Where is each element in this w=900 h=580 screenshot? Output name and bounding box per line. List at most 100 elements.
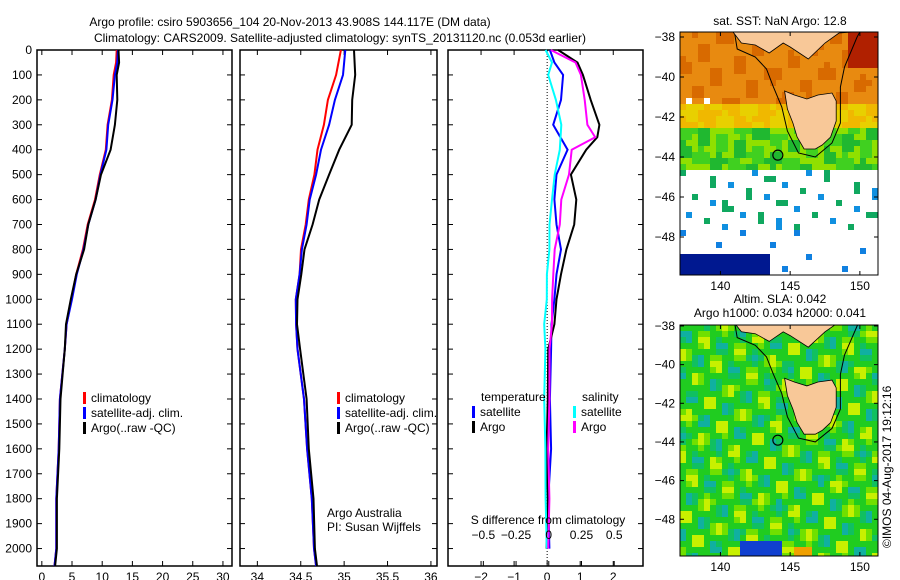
map-cell xyxy=(872,98,878,104)
map-cell xyxy=(704,517,710,523)
map-cell xyxy=(872,355,878,361)
map-cell xyxy=(782,361,788,367)
map-cell xyxy=(698,80,704,86)
map-cell xyxy=(704,523,710,529)
map-cell xyxy=(680,254,686,260)
map-cell xyxy=(710,487,716,493)
map-cell xyxy=(782,50,788,56)
map-cell xyxy=(722,355,728,361)
map-cell xyxy=(830,86,836,92)
map-cell xyxy=(716,529,722,535)
map-cell xyxy=(734,361,740,367)
map-cell xyxy=(776,541,782,547)
map-cell xyxy=(824,337,830,343)
map-cell xyxy=(716,379,722,385)
map-cell xyxy=(776,86,782,92)
map-cell xyxy=(866,385,872,391)
map-cell xyxy=(794,553,800,556)
map-cell xyxy=(692,415,698,421)
map-cell xyxy=(764,80,770,86)
map-cell xyxy=(752,481,758,487)
map-cell xyxy=(866,391,872,397)
map-cell xyxy=(860,248,866,254)
map-cell xyxy=(776,439,782,445)
y-tick-label: 1800 xyxy=(5,492,32,506)
map-cell xyxy=(710,373,716,379)
map-cell xyxy=(836,457,842,463)
map-cell xyxy=(752,373,758,379)
map-cell xyxy=(680,415,686,421)
map-cell xyxy=(824,355,830,361)
map-cell xyxy=(860,164,866,170)
map-cell xyxy=(686,254,692,260)
map-cell xyxy=(740,463,746,469)
map-cell xyxy=(818,445,824,451)
map-cell xyxy=(794,505,800,511)
map-cell xyxy=(680,367,686,373)
map-cell xyxy=(716,260,722,266)
map-cell xyxy=(830,349,836,355)
y-tick-label: 800 xyxy=(12,242,32,256)
map-cell xyxy=(728,469,734,475)
map-cell xyxy=(716,469,722,475)
map-cell xyxy=(872,511,878,517)
map-cell xyxy=(704,337,710,343)
map-cell xyxy=(800,553,806,556)
map-cell xyxy=(824,451,830,457)
map-cell xyxy=(836,481,842,487)
map-cell xyxy=(800,511,806,517)
map-cell xyxy=(782,56,788,62)
map-cell xyxy=(794,493,800,499)
map-cell xyxy=(686,32,692,38)
map-cell xyxy=(680,433,686,439)
map-cell xyxy=(710,32,716,38)
map-cell xyxy=(692,529,698,535)
map-cell xyxy=(860,331,866,337)
map-cell xyxy=(728,385,734,391)
map-cell xyxy=(728,409,734,415)
map-cell xyxy=(842,541,848,547)
map-cell xyxy=(794,164,800,170)
map-cell xyxy=(728,254,734,260)
map-cell xyxy=(710,427,716,433)
map-cell xyxy=(830,553,836,556)
map-cell xyxy=(680,463,686,469)
map-cell xyxy=(854,427,860,433)
map-cell xyxy=(716,331,722,337)
map-cell xyxy=(848,32,854,38)
map-cell xyxy=(764,164,770,170)
map-cell xyxy=(854,152,860,158)
map-cell xyxy=(800,451,806,457)
map-cell xyxy=(728,86,734,92)
map-cell xyxy=(830,481,836,487)
map-cell xyxy=(758,104,764,110)
map-cell xyxy=(806,535,812,541)
map-cell xyxy=(776,373,782,379)
map-cell xyxy=(740,451,746,457)
map-cell xyxy=(686,74,692,80)
map-cell xyxy=(752,74,758,80)
map-cell xyxy=(728,535,734,541)
map-cell xyxy=(794,511,800,517)
map-cell xyxy=(710,134,716,140)
map-cell xyxy=(782,343,788,349)
map-cell xyxy=(818,463,824,469)
map-cell xyxy=(860,493,866,499)
map-cell xyxy=(758,212,764,218)
map-cell xyxy=(776,361,782,367)
map-cell xyxy=(704,469,710,475)
legend-title-salinity: salinity xyxy=(582,390,619,404)
map-cell xyxy=(842,469,848,475)
map-cell xyxy=(860,343,866,349)
map-cell xyxy=(752,134,758,140)
map-cell xyxy=(728,325,734,331)
map-cell xyxy=(824,517,830,523)
map-cell xyxy=(806,68,812,74)
map-cell xyxy=(836,361,842,367)
map-cell xyxy=(734,62,740,68)
map-cell xyxy=(758,427,764,433)
map-cell xyxy=(788,511,794,517)
map-cell xyxy=(854,146,860,152)
map-cell xyxy=(680,385,686,391)
map-cell xyxy=(764,62,770,68)
